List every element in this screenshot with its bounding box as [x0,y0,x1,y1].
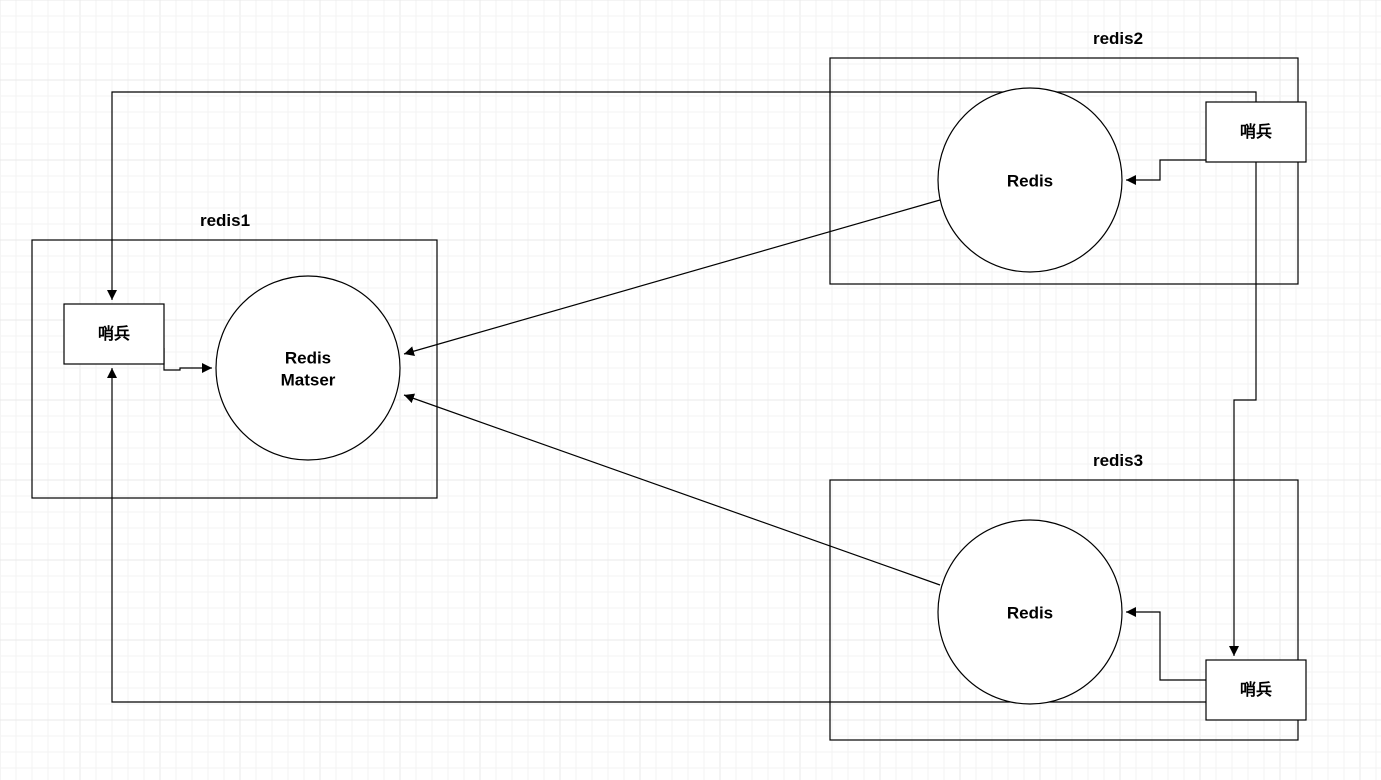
node-label-master-2: Matser [281,370,336,389]
edge-s1-master [164,348,212,370]
group-title-redis3: redis3 [1093,451,1143,470]
node-label-sentinel3: 哨兵 [1240,680,1272,699]
node-label-sentinel2: 哨兵 [1240,122,1272,141]
background-grid [0,0,1381,780]
group-title-redis2: redis2 [1093,29,1143,48]
node-label-master-1: Redis [285,348,331,367]
group-title-redis1: redis1 [200,211,250,230]
node-master [216,276,400,460]
edge-s3-redis3 [1126,612,1206,680]
edge-s2-redis2 [1126,160,1206,180]
node-label-sentinel1: 哨兵 [98,324,130,343]
node-label-redis3: Redis [1007,603,1053,622]
edge-s2-s3 [1234,162,1256,656]
node-label-redis2: Redis [1007,171,1053,190]
